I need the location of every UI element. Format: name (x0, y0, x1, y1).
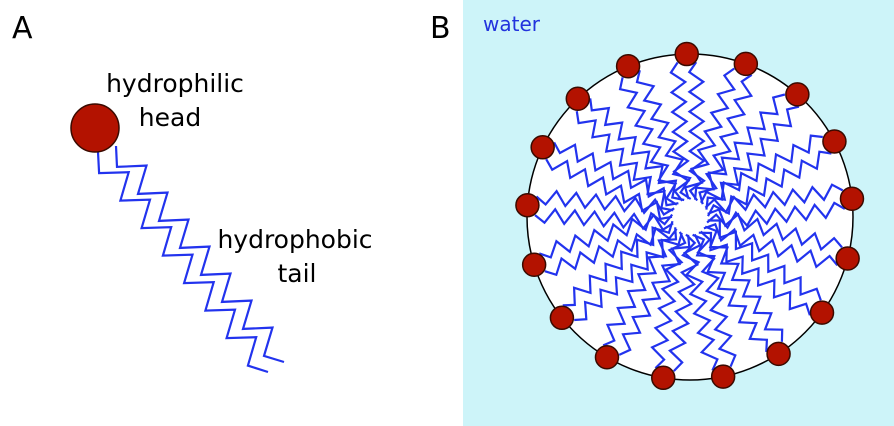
head (617, 55, 640, 78)
panel-label: B (430, 11, 451, 46)
head (550, 306, 573, 329)
head (786, 83, 809, 106)
head (595, 346, 618, 369)
head (840, 187, 863, 210)
panel-label: A (12, 11, 33, 46)
head (767, 342, 790, 365)
head (652, 366, 675, 389)
head (523, 253, 546, 276)
head (712, 365, 735, 388)
head (823, 130, 846, 153)
head (811, 301, 834, 324)
tail (98, 152, 268, 372)
head (836, 247, 859, 270)
head (516, 194, 539, 217)
head (71, 104, 119, 152)
head (675, 43, 698, 66)
head (734, 52, 757, 75)
tail-label: hydrophobic (217, 225, 372, 254)
tail (116, 146, 284, 362)
medium-label: water (483, 12, 541, 36)
head (566, 87, 589, 110)
head-label: head (139, 103, 201, 132)
head (531, 136, 554, 159)
head-label: hydrophilic (106, 69, 244, 98)
figure: A B water hydrophilic head hydrophobic t… (0, 0, 894, 426)
tail-label: tail (277, 259, 316, 288)
